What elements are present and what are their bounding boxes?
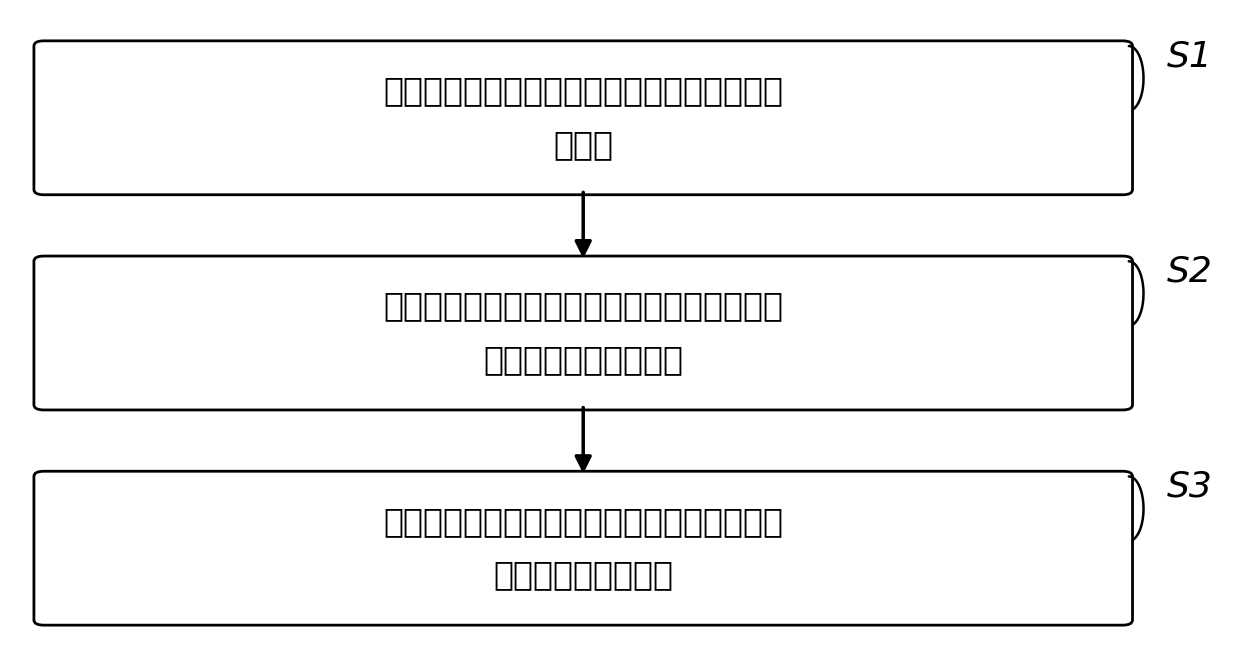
Text: S2: S2 (1167, 255, 1213, 289)
Text: S1: S1 (1167, 39, 1213, 73)
Text: 建立瞬态应力预测模型，根据特征参数对瞬态
应力预测模型进行训练: 建立瞬态应力预测模型，根据特征参数对瞬态 应力预测模型进行训练 (383, 290, 784, 376)
FancyBboxPatch shape (33, 256, 1132, 410)
Text: S3: S3 (1167, 470, 1213, 504)
Text: 获取汽轮机组内影响汽轮机转子瞬态应力的特
征参数: 获取汽轮机组内影响汽轮机转子瞬态应力的特 征参数 (383, 75, 784, 161)
FancyBboxPatch shape (33, 472, 1132, 625)
FancyBboxPatch shape (33, 41, 1132, 194)
Text: 根据训练后的瞬态应力预测模型对汽轮机转子
的瞬态应力进行检测: 根据训练后的瞬态应力预测模型对汽轮机转子 的瞬态应力进行检测 (383, 505, 784, 591)
